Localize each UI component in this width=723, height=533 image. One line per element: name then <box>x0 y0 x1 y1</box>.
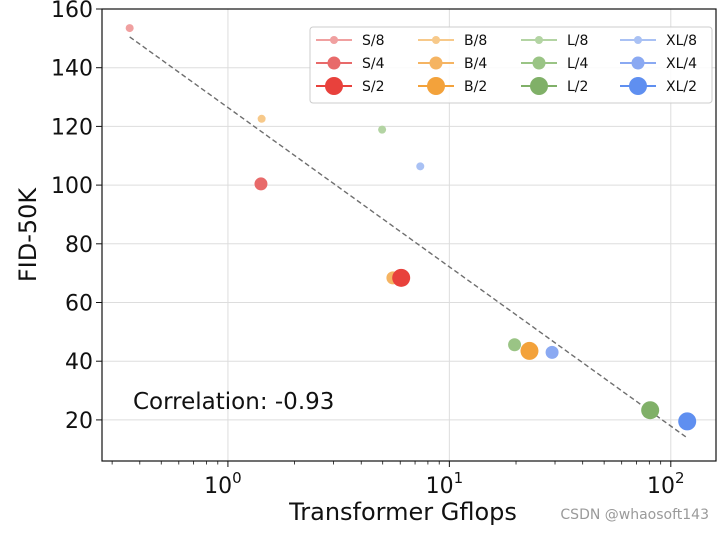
legend-marker <box>634 36 642 44</box>
x-tick-label: 100 <box>204 469 242 499</box>
legend-label: XL/2 <box>666 79 697 95</box>
x-axis-label: Transformer Gflops <box>288 498 517 526</box>
legend-label: XL/8 <box>666 33 697 49</box>
y-tick-label: 60 <box>65 292 93 317</box>
point-l-2 <box>641 401 660 420</box>
legend-label: L/4 <box>567 56 589 72</box>
legend-frame <box>309 26 713 104</box>
point-l-8 <box>378 125 387 134</box>
point-xl-4 <box>545 345 559 359</box>
legend-marker <box>532 56 546 70</box>
legend-marker <box>427 77 445 95</box>
point-xl-8 <box>416 162 425 171</box>
y-tick-label: 140 <box>51 57 93 82</box>
legend-marker <box>535 36 543 44</box>
point-xl-2 <box>678 412 697 431</box>
correlation-trendline <box>129 36 688 439</box>
y-axis-label: FID-50K <box>14 187 42 283</box>
legend-marker <box>330 36 338 44</box>
legend-marker <box>631 56 645 70</box>
point-s-8 <box>125 24 134 33</box>
legend-label: L/8 <box>567 33 588 49</box>
legend-label: XL/4 <box>666 56 697 72</box>
legend-label: B/8 <box>464 33 487 49</box>
correlation-annotation: Correlation: -0.93 <box>133 389 334 415</box>
legend-label: B/4 <box>464 56 487 72</box>
y-tick-label: 40 <box>65 350 93 375</box>
point-b-8 <box>257 114 266 123</box>
watermark: CSDN @whaosoft143 <box>560 507 709 523</box>
legend: S/8 S/4 S/2 B/8 B/4 B/2 L/8 L/4 L/2 XL/8 XL/4 XL/2 <box>309 26 713 104</box>
point-l-4 <box>508 338 522 352</box>
data-points <box>125 24 697 431</box>
legend-marker <box>429 56 443 70</box>
legend-marker <box>432 36 440 44</box>
point-s-2 <box>392 268 411 287</box>
legend-marker <box>530 77 548 95</box>
legend-label: S/8 <box>362 33 385 49</box>
point-b-2 <box>520 341 539 360</box>
legend-marker <box>629 77 647 95</box>
legend-marker <box>327 56 341 70</box>
y-axis-ticks: 20 40 60 80 100 120 140 160 <box>51 0 102 434</box>
legend-label: S/4 <box>362 56 385 72</box>
y-tick-label: 100 <box>51 174 93 199</box>
legend-label: S/2 <box>362 79 385 95</box>
legend-label: L/2 <box>567 79 588 95</box>
x-axis-ticks: 100 101 102 <box>111 461 685 499</box>
y-tick-label: 120 <box>51 115 93 140</box>
y-tick-label: 20 <box>65 409 93 434</box>
y-tick-label: 80 <box>65 233 93 258</box>
trendline-group <box>129 36 688 439</box>
x-tick-label: 101 <box>426 469 464 499</box>
point-s-4 <box>254 177 268 191</box>
plot-frame <box>101 8 717 462</box>
legend-marker <box>325 77 343 95</box>
y-tick-label: 160 <box>51 0 93 23</box>
legend-label: B/2 <box>464 79 487 95</box>
x-tick-label: 102 <box>647 469 685 499</box>
